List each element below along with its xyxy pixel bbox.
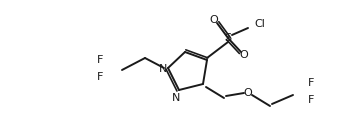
Text: N: N	[159, 64, 167, 74]
Text: S: S	[224, 33, 232, 43]
Text: O: O	[244, 88, 252, 98]
Text: F: F	[308, 78, 314, 88]
Text: F: F	[308, 95, 314, 105]
Text: Cl: Cl	[255, 19, 266, 29]
Text: F: F	[97, 55, 103, 65]
Text: O: O	[240, 50, 249, 60]
Text: O: O	[210, 15, 218, 25]
Text: N: N	[172, 93, 180, 103]
Text: F: F	[97, 72, 103, 82]
